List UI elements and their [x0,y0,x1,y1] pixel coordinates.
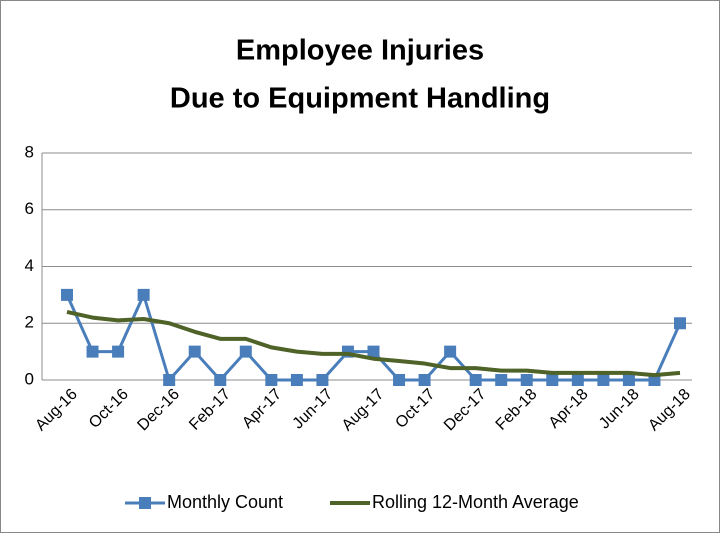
data-marker [393,374,406,386]
data-marker [86,345,99,358]
chart-title: Employee Injuries [236,35,484,67]
data-marker [290,374,303,386]
data-marker [674,317,686,330]
data-marker [214,374,227,386]
data-marker [546,374,559,386]
data-marker [188,345,201,358]
y-tick-label: 4 [25,256,34,275]
y-tick-label: 6 [25,199,34,218]
data-marker [316,374,329,386]
chart-title: Due to Equipment Handling [170,83,550,115]
data-marker [265,374,278,386]
y-tick-label: 8 [25,142,34,161]
series-line [66,309,681,378]
data-marker [137,288,150,301]
data-marker [367,345,380,358]
legend-label: Monthly Count [167,492,283,512]
y-tick-label: 2 [25,313,34,332]
data-marker [61,288,73,301]
legend-label: Rolling 12-Month Average [372,492,579,512]
data-marker [444,345,457,358]
data-marker [495,374,508,386]
data-marker [469,374,482,386]
legend-marker [139,497,151,509]
data-marker [163,374,176,386]
y-tick-label: 0 [25,369,34,388]
data-marker [418,374,431,386]
data-marker [571,374,584,386]
data-marker [239,345,252,358]
data-marker [520,374,533,386]
data-marker [597,374,610,386]
data-marker [112,345,125,358]
data-marker [622,374,635,386]
data-marker [648,374,661,386]
